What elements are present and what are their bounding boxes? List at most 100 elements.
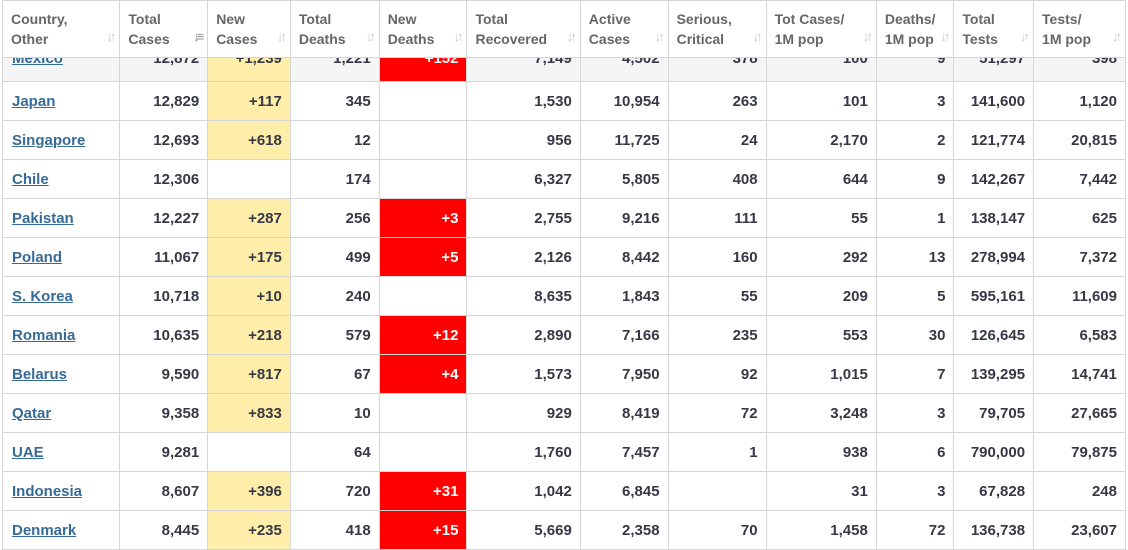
- cell-value: 55: [851, 209, 868, 227]
- country-link[interactable]: Poland: [12, 248, 63, 266]
- cell-country: UAE: [1, 432, 121, 472]
- cell-value: 7,372: [1079, 248, 1117, 266]
- cell-new-cases: +618: [207, 120, 291, 160]
- cell-value: 398: [1091, 57, 1117, 67]
- cell-new-deaths: [378, 276, 468, 316]
- column-header-total-tests[interactable]: Total Tests ↓↑: [953, 0, 1035, 58]
- sort-arrows-icon[interactable]: ↓↑: [1112, 29, 1122, 44]
- country-link[interactable]: Belarus: [12, 365, 68, 383]
- column-header-label-line1: New: [387, 11, 417, 27]
- sort-arrows-icon[interactable]: ↓↑: [453, 29, 463, 44]
- column-header-total-deaths[interactable]: Total Deaths ↓↑: [289, 0, 380, 58]
- cell-value: 12,872: [153, 57, 200, 67]
- cell-total-recovered: 1,042: [466, 471, 581, 511]
- cell-new-cases: +833: [207, 393, 291, 433]
- cell-serious-critical: 111: [667, 198, 767, 238]
- cell-value: 263: [732, 92, 758, 110]
- sort-arrows-icon[interactable]: ↓↑: [1020, 29, 1030, 44]
- cell-value: 248: [1091, 482, 1117, 500]
- sort-arrows-icon[interactable]: ↓↑: [276, 29, 287, 44]
- column-header-total-cases[interactable]: Total Cases ↓≡: [119, 0, 209, 58]
- column-header-total-recovered[interactable]: Total Recovered ↓↑: [466, 0, 581, 58]
- cell-value: 72: [928, 521, 946, 539]
- cell-serious-critical: 92: [667, 354, 767, 394]
- cell-country: Qatar: [1, 393, 121, 433]
- cell-serious-critical: 160: [667, 237, 767, 277]
- cell-total-recovered: 2,755: [466, 198, 581, 238]
- column-header-active-cases[interactable]: Active Cases ↓↑: [579, 0, 669, 58]
- country-link[interactable]: Qatar: [12, 404, 52, 422]
- sort-arrows-icon[interactable]: ↓↑: [566, 29, 577, 44]
- cell-value: 3: [937, 482, 946, 500]
- column-header-label-line2: Recovered: [475, 31, 548, 47]
- cell-cases-per-1m: 553: [765, 315, 877, 355]
- country-link[interactable]: Indonesia: [12, 482, 83, 500]
- cell-deaths-per-1m: 3: [875, 81, 955, 121]
- column-header-new-cases[interactable]: New Cases ↓↑: [207, 0, 291, 58]
- cell-value: 4,502: [622, 57, 660, 67]
- cell-new-cases: +817: [207, 354, 291, 394]
- cell-country: Chile: [1, 159, 121, 199]
- cell-new-deaths: +4: [378, 354, 468, 394]
- cell-new-cases: +235: [207, 510, 291, 550]
- country-link[interactable]: Pakistan: [12, 209, 74, 227]
- cell-deaths-per-1m: 7: [875, 354, 955, 394]
- country-link[interactable]: Romania: [12, 326, 76, 344]
- cell-value: 72: [740, 404, 758, 422]
- cell-value: 51,297: [979, 57, 1026, 67]
- cell-active-cases: 8,442: [579, 237, 669, 277]
- sort-arrows-icon[interactable]: ↓↑: [752, 29, 763, 44]
- cell-value: 142,267: [970, 170, 1026, 188]
- column-header-label-line2: Tests: [962, 31, 998, 47]
- country-link[interactable]: Mexico: [12, 57, 63, 67]
- column-header-serious-critical[interactable]: Serious, Critical ↓↑: [667, 0, 767, 58]
- cell-value: +287: [248, 209, 282, 227]
- cell-deaths-per-1m: 2: [875, 120, 955, 160]
- cell-serious-critical: 263: [667, 81, 767, 121]
- sort-arrows-icon[interactable]: ↓↑: [862, 29, 873, 44]
- cell-tests-per-1m: 398: [1033, 57, 1126, 82]
- country-link[interactable]: Denmark: [12, 521, 77, 539]
- cell-serious-critical: 70: [667, 510, 767, 550]
- cell-deaths-per-1m: 9: [875, 159, 955, 199]
- cell-new-deaths: +12: [378, 315, 468, 355]
- cell-value: 929: [546, 404, 572, 422]
- cell-deaths-per-1m: 3: [875, 471, 955, 511]
- country-link[interactable]: Singapore: [12, 131, 86, 149]
- sort-desc-icon[interactable]: ↓≡: [193, 29, 204, 44]
- table-row: Singapore 12,693 +618 12 956 11,725 24 2,170 2 12…: [1, 120, 1126, 160]
- country-link[interactable]: S. Korea: [12, 287, 73, 305]
- cell-value: 67,828: [979, 482, 1026, 500]
- cell-value: 209: [842, 287, 868, 305]
- column-header-new-deaths[interactable]: New Deaths ↓↑: [378, 0, 468, 58]
- cell-country: S. Korea: [1, 276, 121, 316]
- sort-arrows-icon[interactable]: ↓↑: [365, 29, 376, 44]
- cell-active-cases: 7,457: [579, 432, 669, 472]
- sort-arrows-icon[interactable]: ↓↑: [940, 29, 950, 44]
- country-link[interactable]: Japan: [12, 92, 56, 110]
- country-link[interactable]: UAE: [12, 443, 44, 461]
- column-header-label-line1: Total: [298, 11, 332, 27]
- cell-cases-per-1m: 2,170: [765, 120, 877, 160]
- cell-new-cases: +218: [207, 315, 291, 355]
- column-header-deaths-per-1m[interactable]: Deaths/1M pop ↓↑: [875, 0, 955, 58]
- cell-value: 12,306: [153, 170, 200, 188]
- cell-value: 138,147: [970, 209, 1026, 227]
- column-header-tests-per-1m[interactable]: Tests/1M pop ↓↑: [1033, 0, 1126, 58]
- cell-value: 278,994: [970, 248, 1026, 266]
- cell-total-tests: 126,645: [953, 315, 1035, 355]
- cell-value: 1,843: [622, 287, 660, 305]
- sort-arrows-icon[interactable]: ↓↑: [654, 29, 665, 44]
- table-body: Mexico 12,872 +1,239 1,221 +152 7,149 4,502 378…: [1, 57, 1126, 550]
- cell-value: 1,042: [534, 482, 572, 500]
- sort-arrows-icon[interactable]: ↓↑: [106, 29, 116, 44]
- column-header-cases-per-1m[interactable]: Tot Cases/1M pop ↓↑: [765, 0, 877, 58]
- cell-new-deaths: +5: [378, 237, 468, 277]
- column-header-label-line1: Country,: [11, 11, 68, 27]
- cell-value: 8,635: [534, 287, 572, 305]
- column-header-country[interactable]: Country, Other ↓↑: [1, 0, 121, 58]
- cell-tests-per-1m: 7,372: [1033, 237, 1126, 277]
- country-link[interactable]: Chile: [12, 170, 49, 188]
- cell-total-cases: 8,607: [119, 471, 209, 511]
- cell-value: 5,669: [534, 521, 572, 539]
